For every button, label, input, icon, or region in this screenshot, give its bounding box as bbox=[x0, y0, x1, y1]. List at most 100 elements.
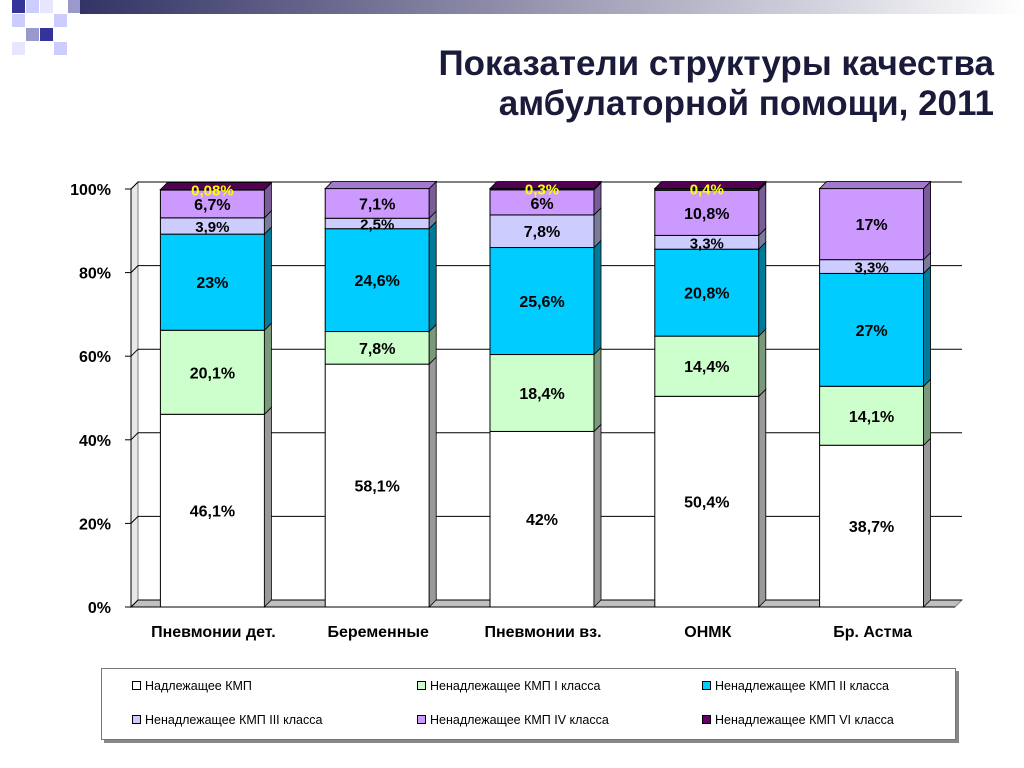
bar-segment bbox=[489, 354, 595, 432]
title-line-2: амбулаторной помощи, 2011 bbox=[498, 84, 994, 123]
data-label: 18,4% bbox=[519, 386, 564, 403]
legend-label: Ненадлежащее КМП I класса bbox=[430, 679, 601, 693]
bar-segment bbox=[489, 430, 595, 608]
bar-segment bbox=[324, 363, 430, 608]
bar-segment-side bbox=[758, 241, 767, 338]
title-line-1: Показатели структуры качества bbox=[438, 44, 994, 83]
data-label: 58,1% bbox=[355, 479, 400, 496]
data-label: 0,4% bbox=[690, 182, 724, 199]
bar-segment-side bbox=[758, 388, 767, 608]
data-label: 27% bbox=[856, 323, 888, 340]
bar-segment bbox=[654, 248, 760, 337]
bar-segment-side bbox=[263, 322, 272, 416]
y-tick-label: 0% bbox=[88, 600, 111, 617]
bar-segment bbox=[159, 329, 265, 415]
x-category-label: Беременные bbox=[327, 624, 429, 641]
bar-segment-side bbox=[263, 406, 272, 608]
data-label: 20,8% bbox=[684, 286, 729, 303]
y-tick-label: 20% bbox=[79, 516, 111, 533]
data-label: 14,1% bbox=[849, 409, 894, 426]
data-label: 6% bbox=[530, 196, 553, 213]
y-tick-label: 100% bbox=[70, 182, 111, 199]
bar-segment-side bbox=[428, 220, 437, 333]
bar-segment bbox=[819, 385, 925, 446]
bar-top-face bbox=[489, 181, 602, 189]
data-label: 20,1% bbox=[190, 365, 235, 382]
y-tick-label: 40% bbox=[79, 433, 111, 450]
bar-segment-side bbox=[758, 182, 767, 237]
bar-segment bbox=[324, 228, 430, 333]
plot-side-wall bbox=[130, 180, 139, 609]
legend-swatch bbox=[132, 715, 141, 724]
data-label: 7,8% bbox=[524, 224, 560, 241]
legend-item: Надлежащее КМП bbox=[132, 679, 252, 693]
legend-swatch bbox=[417, 715, 426, 724]
chart-legend: Надлежащее КМП Ненадлежащее КМП I класса Н… bbox=[101, 668, 956, 740]
data-label: 23% bbox=[196, 275, 228, 292]
legend-swatch bbox=[132, 681, 141, 690]
legend-item: Ненадлежащее КМП IV класса bbox=[417, 713, 609, 727]
legend-item: Ненадлежащее КМП III класса bbox=[132, 713, 322, 727]
bar-segment-side bbox=[923, 265, 931, 388]
bar-segment-side bbox=[758, 328, 767, 398]
bar-top-face bbox=[818, 181, 932, 189]
header-gradient-bar bbox=[80, 0, 1024, 14]
data-label: 25,6% bbox=[519, 294, 564, 311]
bar-segment bbox=[654, 395, 760, 608]
bar-segment bbox=[159, 233, 265, 331]
data-label: 0,3% bbox=[525, 182, 559, 199]
x-category-label: Пневмонии дет. bbox=[151, 624, 276, 641]
stacked-bar-chart: 0% 20% 40% 60% 80% 100% 46,1% 20,1% 23% 3,9% 6,7% 0… bbox=[70, 180, 964, 641]
data-label: 3,9% bbox=[195, 219, 229, 236]
bar-segment-side bbox=[593, 423, 602, 608]
y-tick-label: 80% bbox=[79, 266, 111, 283]
data-label: 3,3% bbox=[854, 260, 888, 277]
bar-segment bbox=[159, 189, 265, 219]
legend-label: Ненадлежащее КМП II класса bbox=[715, 679, 889, 693]
data-label: 42% bbox=[526, 512, 558, 529]
page-title: Показатели структуры качества амбулаторн… bbox=[294, 44, 994, 124]
legend-swatch bbox=[702, 715, 711, 724]
legend-label: Ненадлежащее КМП VI класса bbox=[715, 713, 894, 727]
bar-segment-side bbox=[428, 356, 437, 608]
bar-segment-side bbox=[593, 239, 602, 356]
legend-label: Надлежащее КМП bbox=[145, 679, 252, 693]
data-label: 46,1% bbox=[190, 504, 235, 521]
bar-segment bbox=[159, 413, 265, 608]
bar-segment-side bbox=[593, 346, 602, 433]
data-label: 7,1% bbox=[359, 196, 395, 213]
bar-segment-side bbox=[923, 378, 931, 447]
data-label: 6,7% bbox=[194, 197, 230, 214]
data-label: 3,3% bbox=[690, 235, 724, 252]
bar-segment-side bbox=[923, 180, 931, 261]
legend-item: Ненадлежащее КМП II класса bbox=[702, 679, 889, 693]
bar-segment bbox=[819, 444, 925, 608]
x-category-label: ОНМК bbox=[684, 624, 731, 641]
legend-swatch bbox=[417, 681, 426, 690]
bar-segment bbox=[324, 188, 430, 219]
bar-segment bbox=[489, 247, 595, 356]
bar-top-face bbox=[653, 181, 767, 189]
bar-segment-side bbox=[923, 437, 931, 608]
data-label: 38,7% bbox=[849, 519, 894, 536]
x-category-label: Пневмонии вз. bbox=[484, 624, 601, 641]
corner-decoration bbox=[12, 0, 80, 55]
x-category-label: Бр. Астма bbox=[833, 624, 912, 641]
bar-segment-side bbox=[263, 226, 272, 332]
data-label: 50,4% bbox=[684, 495, 729, 512]
legend-item: Ненадлежащее КМП I класса bbox=[417, 679, 600, 693]
legend-label: Ненадлежащее КМП IV класса bbox=[430, 713, 609, 727]
bar-segment bbox=[654, 189, 760, 236]
legend-item: Ненадлежащее КМП VI класса bbox=[702, 713, 894, 727]
data-label: 10,8% bbox=[684, 206, 729, 223]
y-tick-label: 60% bbox=[79, 349, 111, 366]
data-label: 24,6% bbox=[355, 273, 400, 290]
bar-top-face bbox=[159, 182, 273, 190]
legend-swatch bbox=[702, 681, 711, 690]
bar-segment bbox=[489, 189, 595, 216]
legend-label: Ненадлежащее КМП III класса bbox=[145, 713, 323, 727]
bar-segment bbox=[819, 272, 925, 387]
bar-segment bbox=[489, 214, 595, 249]
data-label: 7,8% bbox=[359, 341, 395, 358]
data-label: 14,4% bbox=[684, 359, 729, 376]
